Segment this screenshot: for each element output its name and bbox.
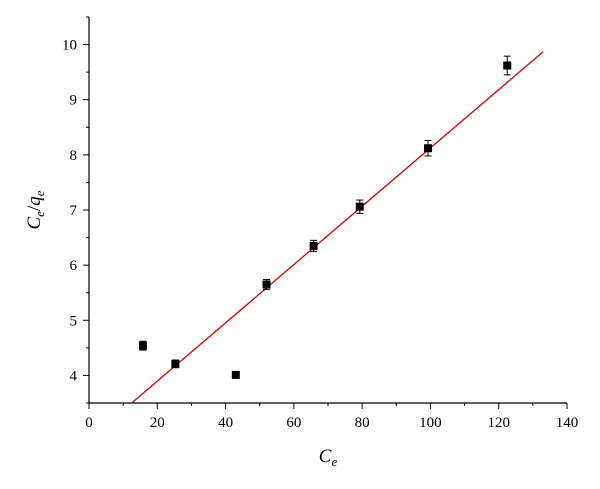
x-tick-label: 40 <box>218 415 233 431</box>
y-tick-label: 7 <box>70 203 78 219</box>
data-point <box>355 199 364 214</box>
data-point <box>171 359 180 369</box>
y-tick-label: 5 <box>70 313 78 329</box>
point-marker <box>424 144 433 153</box>
data-points <box>138 55 512 379</box>
x-tick-label: 0 <box>85 415 93 431</box>
y-tick-label: 4 <box>70 368 78 384</box>
x-tick-label: 80 <box>355 415 370 431</box>
y-tick-label: 9 <box>70 93 78 109</box>
x-axis-title: Ce <box>319 446 338 469</box>
point-marker <box>138 341 147 350</box>
data-point <box>309 239 318 252</box>
axes <box>88 17 567 404</box>
data-point <box>138 340 147 351</box>
point-marker <box>231 370 240 379</box>
y-ticks: 4 5 6 7 8 9 10 <box>62 16 89 404</box>
data-point <box>503 55 512 76</box>
data-point <box>262 278 271 290</box>
x-tick-label: 20 <box>150 415 165 431</box>
x-tick-label: 140 <box>556 415 579 431</box>
point-marker <box>355 202 364 211</box>
x-tick-label: 100 <box>419 415 442 431</box>
y-tick-label: 6 <box>70 258 78 274</box>
x-tick-label: 120 <box>487 415 510 431</box>
point-marker <box>262 280 271 289</box>
y-tick-label: 8 <box>70 148 78 164</box>
x-tick-label: 60 <box>286 415 301 431</box>
y-tick-label: 10 <box>62 38 77 54</box>
fit-line <box>131 51 544 404</box>
data-point <box>231 370 240 379</box>
data-point <box>424 140 433 157</box>
point-marker <box>309 241 318 250</box>
fit-line-group <box>131 51 544 404</box>
y-axis-title: Ce/qe <box>24 190 47 229</box>
point-marker <box>503 61 512 70</box>
x-ticks: 0 20 40 60 80 100 120 140 <box>85 403 578 431</box>
point-marker <box>171 359 180 368</box>
